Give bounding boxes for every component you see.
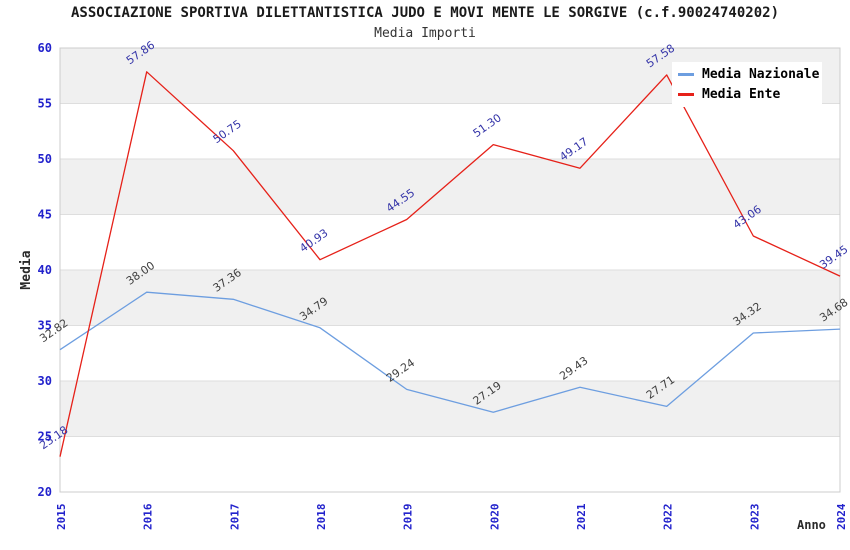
x-tick-label: 2022: [662, 504, 675, 531]
y-tick-label: 30: [38, 374, 52, 388]
point-label: 39.45: [817, 243, 850, 272]
y-axis-title: Media: [19, 250, 34, 289]
legend-label: Media Nazionale: [702, 67, 820, 82]
legend-swatch-media-ente: [678, 93, 694, 96]
point-label: 51.30: [471, 111, 504, 140]
series-line-1: [59, 71, 841, 457]
legend-item-media-ente: Media Ente: [678, 88, 818, 101]
x-axis-title: Anno: [797, 518, 826, 532]
y-tick-label: 40: [38, 263, 52, 277]
y-tick-label: 25: [38, 430, 52, 444]
x-tick-label: 2019: [402, 504, 415, 531]
chart-subtitle: Media Importi: [374, 26, 476, 41]
legend-item-media-nazionale: Media Nazionale: [678, 67, 820, 82]
x-tick-label: 2021: [575, 503, 588, 530]
legend-swatch-media-nazionale: [678, 73, 694, 76]
y-tick-label: 35: [38, 319, 52, 333]
y-tick-label: 55: [38, 97, 52, 111]
legend-label: Media Ente: [702, 87, 781, 102]
point-label: 50.75: [211, 117, 244, 146]
x-tick-label: 2020: [488, 503, 501, 530]
x-tick-label: 2024: [835, 503, 848, 530]
plot-band: [60, 381, 840, 437]
chart-title: ASSOCIAZIONE SPORTIVA DILETTANTISTICA JU…: [70, 5, 779, 21]
x-tick-label: 2015: [55, 504, 68, 531]
x-tick-label: 2018: [315, 504, 328, 531]
x-tick-label: 2017: [228, 504, 241, 531]
x-tick-label: 2023: [748, 504, 761, 531]
plot-band: [60, 159, 840, 215]
x-tick-label: 2016: [142, 503, 155, 530]
y-tick-label: 60: [38, 41, 52, 55]
y-tick-label: 45: [38, 208, 52, 222]
point-label: 40.93: [297, 226, 330, 255]
series-line-0: [59, 291, 841, 413]
point-label: 29.43: [557, 354, 590, 383]
plot-border: [59, 47, 841, 493]
legend: Media Nazionale Media Ente: [672, 62, 822, 107]
y-tick-label: 50: [38, 152, 52, 166]
y-tick-label: 20: [38, 485, 52, 499]
plot-band: [60, 270, 840, 326]
